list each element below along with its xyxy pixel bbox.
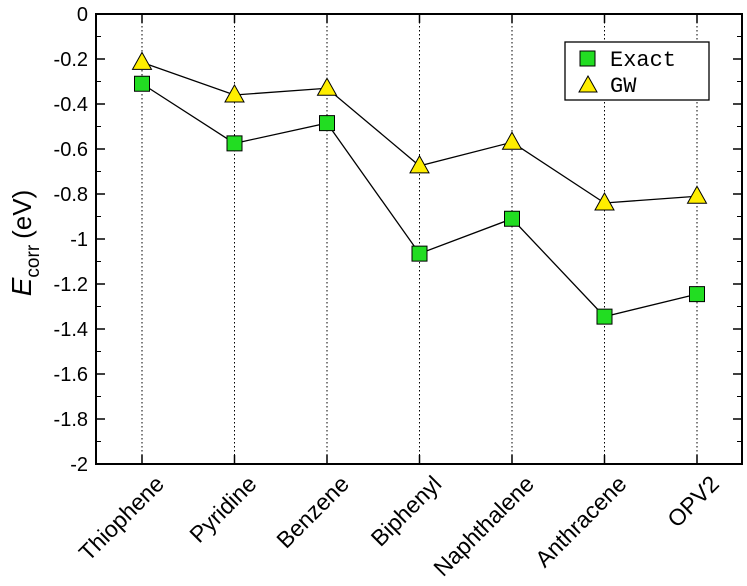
y-tick-label: -1.2 bbox=[54, 274, 88, 296]
y-tick-label: -1.6 bbox=[54, 364, 88, 386]
marker-gw-pyridine bbox=[224, 83, 245, 103]
marker-exact-thiophene bbox=[134, 75, 150, 92]
y-tick-label: 0 bbox=[77, 4, 88, 26]
legend-exact-label: Exact bbox=[610, 48, 676, 73]
y-tick-label: -1 bbox=[70, 229, 88, 251]
x-label-anthracene: Anthracene bbox=[530, 471, 632, 573]
marker-gw-naphthalene bbox=[501, 131, 523, 150]
legend-exact-marker bbox=[579, 50, 596, 67]
marker-gw-biphenyl bbox=[409, 154, 430, 174]
y-tick-label: -0.4 bbox=[54, 94, 88, 116]
x-label-pyridine: Pyridine bbox=[184, 471, 261, 548]
y-axis-title-sub: corr bbox=[23, 244, 44, 277]
y-axis-title: Ecorr (eV) bbox=[6, 190, 44, 297]
category-guide-lines bbox=[141, 14, 698, 464]
y-tick-label: -2 bbox=[70, 454, 88, 476]
legend-gw-marker bbox=[578, 74, 598, 93]
marker-exact-naphthalene bbox=[504, 210, 520, 227]
y-tick-label: -1.4 bbox=[54, 319, 88, 341]
marker-exact-anthracene bbox=[596, 308, 613, 325]
y-axis-ticks: 0 -0.2 -0.4 -0.6 -0.8 -1 -1.2 -1.4 -1.6 -1.8 -2 bbox=[54, 4, 742, 476]
marker-exact-benzene bbox=[319, 115, 335, 132]
marker-exact-opv2 bbox=[689, 286, 705, 303]
y-axis-title-unit: (eV) bbox=[7, 190, 37, 239]
series-markers bbox=[131, 51, 708, 325]
x-label-naphthalene: Naphthalene bbox=[428, 471, 539, 582]
x-label-benzene: Benzene bbox=[271, 471, 354, 554]
legend: Exact GW bbox=[564, 41, 710, 101]
y-axis-title-text: Ecorr (eV) bbox=[6, 190, 44, 297]
x-label-thiophene: Thiophene bbox=[74, 471, 169, 566]
y-tick-label: -0.6 bbox=[54, 139, 88, 161]
legend-gw-label: GW bbox=[610, 74, 637, 99]
x-label-biphenyl: Biphenyl bbox=[366, 471, 447, 552]
marker-exact-pyridine bbox=[226, 135, 243, 152]
marker-gw-opv2 bbox=[686, 185, 708, 204]
y-tick-label: -0.2 bbox=[54, 49, 88, 71]
marker-exact-biphenyl bbox=[411, 245, 428, 262]
marker-gw-anthracene bbox=[594, 191, 615, 211]
x-label-opv2: OPV2 bbox=[662, 471, 724, 533]
y-axis-title-main: E bbox=[6, 277, 37, 296]
y-tick-label: -1.8 bbox=[54, 409, 88, 431]
y-tick-label: -0.8 bbox=[54, 184, 88, 206]
marker-gw-thiophene bbox=[131, 51, 153, 70]
marker-gw-benzene bbox=[316, 77, 338, 96]
